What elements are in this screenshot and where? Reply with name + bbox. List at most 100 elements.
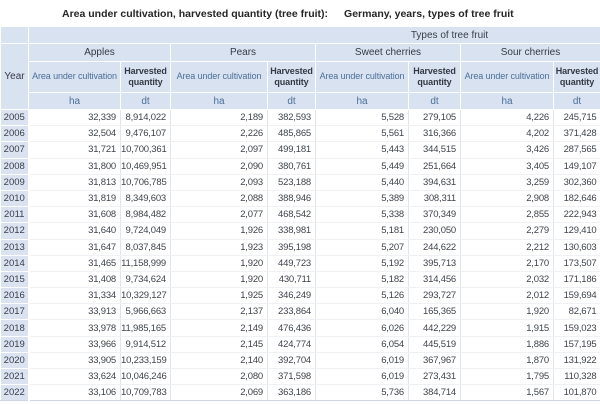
value-cell: 129,410 [553, 222, 600, 240]
value-cell: 11,158,999 [120, 255, 171, 272]
title-statistic-label: Area under cultivation, harvested quanti… [62, 8, 329, 20]
value-cell: 1,870 [460, 352, 554, 370]
value-cell: 32,504 [28, 125, 121, 143]
value-cell: 5,528 [315, 109, 409, 127]
value-cell: 394,631 [408, 174, 461, 191]
year-cell: 2015 [0, 270, 30, 289]
value-cell: 395,713 [408, 255, 461, 272]
sweet-cherries-area-unit-link[interactable]: ha [315, 92, 409, 110]
value-cell: 159,023 [553, 319, 600, 337]
value-cell: 5,389 [315, 190, 409, 208]
value-cell: 449,723 [267, 255, 316, 272]
value-cell: 424,774 [267, 336, 316, 353]
value-cell: 6,026 [315, 319, 409, 337]
group-header-pears: Pears [170, 43, 316, 62]
pears-area-header-link[interactable]: Area under cultivation [170, 61, 268, 93]
value-cell: 165,365 [408, 303, 461, 321]
value-cell: 2,069 [170, 384, 268, 402]
value-cell: 2,077 [170, 206, 268, 224]
sour-cherries-area-unit-link[interactable]: ha [460, 92, 554, 110]
value-cell: 11,985,165 [120, 319, 171, 337]
group-header-apples: Apples [28, 43, 171, 62]
table-row: 2007 31,721 10,700,361 2,097 499,181 5,443 344… [0, 141, 600, 159]
value-cell: 1,926 [170, 222, 268, 240]
value-cell: 33,905 [28, 352, 121, 370]
value-cell: 1,886 [460, 336, 554, 353]
sweet-cherries-area-header-link[interactable]: Area under cultivation [315, 61, 409, 93]
value-cell: 8,984,482 [120, 206, 171, 224]
value-cell: 5,736 [315, 384, 409, 402]
value-cell: 2,090 [170, 158, 268, 175]
value-cell: 388,946 [267, 190, 316, 208]
sweet-cherries-harvested-header: Harvested quantity [408, 61, 461, 93]
value-cell: 392,704 [267, 352, 316, 370]
value-cell: 5,561 [315, 125, 409, 143]
value-cell: 230,050 [408, 222, 461, 240]
value-cell: 279,105 [408, 109, 461, 127]
sour-cherries-harvested-unit-link[interactable]: dt [552, 92, 600, 110]
value-cell: 31,334 [28, 287, 121, 305]
value-cell: 371,428 [553, 125, 600, 143]
year-cell: 2020 [0, 351, 30, 370]
table-body: 2005 32,339 8,914,022 2,189 382,593 5,528 279,… [0, 108, 600, 402]
value-cell: 2,097 [170, 141, 268, 159]
value-cell: 5,182 [315, 271, 409, 289]
value-cell: 316,366 [408, 125, 461, 143]
value-cell: 8,037,845 [120, 239, 171, 256]
pears-area-unit-link[interactable]: ha [170, 92, 268, 110]
value-cell: 468,542 [267, 206, 316, 224]
value-cell: 31,813 [28, 174, 121, 191]
table-row: 2014 31,465 11,158,999 1,920 449,723 5,192 395… [0, 254, 600, 272]
table-row: 2011 31,608 8,984,482 2,077 468,542 5,338 370,… [0, 206, 600, 224]
value-cell: 31,819 [28, 190, 121, 208]
value-cell: 157,195 [553, 336, 600, 353]
value-cell: 293,727 [408, 287, 461, 305]
value-cell: 346,249 [267, 287, 316, 305]
value-cell: 10,046,246 [120, 368, 171, 386]
table-row: 2008 31,800 10,469,951 2,090 380,761 5,449 251… [0, 157, 600, 175]
value-cell: 1,567 [460, 384, 554, 402]
value-cell: 9,914,512 [120, 336, 171, 353]
sweet-cherries-harvested-unit-link[interactable]: dt [408, 92, 461, 110]
table-row: 2017 33,913 5,966,663 2,137 233,864 6,040 165,… [0, 303, 600, 321]
apples-area-unit-link[interactable]: ha [28, 92, 121, 110]
pears-harvested-unit-link[interactable]: dt [267, 92, 316, 110]
value-cell: 3,405 [460, 158, 554, 175]
corner-cell [0, 26, 29, 44]
value-cell: 110,328 [553, 368, 600, 386]
apples-harvested-unit-link[interactable]: dt [120, 92, 171, 110]
apples-harvested-header: Harvested quantity [120, 61, 171, 93]
value-cell: 182,646 [553, 190, 600, 208]
pears-harvested-header: Harvested quantity [267, 61, 316, 93]
value-cell: 31,408 [28, 271, 121, 289]
value-cell: 2,145 [170, 336, 268, 353]
sour-cherries-area-header-link[interactable]: Area under cultivation [460, 61, 554, 93]
value-cell: 367,967 [408, 352, 461, 370]
value-cell: 10,329,127 [120, 287, 171, 305]
year-cell: 2016 [0, 287, 30, 305]
value-cell: 1,920 [460, 303, 554, 321]
value-cell: 2,032 [460, 271, 554, 289]
value-cell: 33,624 [28, 368, 121, 386]
group-header-sweet-cherries: Sweet cherries [315, 43, 461, 62]
value-cell: 31,640 [28, 222, 121, 240]
value-cell: 159,694 [553, 287, 600, 305]
value-cell: 445,519 [408, 336, 461, 353]
value-cell: 10,469,951 [120, 158, 171, 175]
value-cell: 2,149 [170, 319, 268, 337]
apples-area-header-link[interactable]: Area under cultivation [28, 61, 121, 93]
year-cell: 2017 [0, 303, 30, 321]
value-cell: 287,565 [553, 141, 600, 159]
value-cell: 1,915 [460, 319, 554, 337]
value-cell: 101,870 [553, 384, 600, 402]
value-cell: 363,186 [267, 384, 316, 402]
year-cell: 2005 [0, 108, 30, 127]
value-cell: 2,855 [460, 206, 554, 224]
value-cell: 2,908 [460, 190, 554, 208]
table-row: 2019 33,966 9,914,512 2,145 424,774 6,054 445,… [0, 335, 600, 353]
value-cell: 5,440 [315, 174, 409, 191]
value-cell: 2,212 [460, 239, 554, 256]
value-cell: 222,943 [553, 206, 600, 224]
value-cell: 32,339 [28, 109, 121, 127]
year-cell: 2014 [0, 254, 30, 272]
